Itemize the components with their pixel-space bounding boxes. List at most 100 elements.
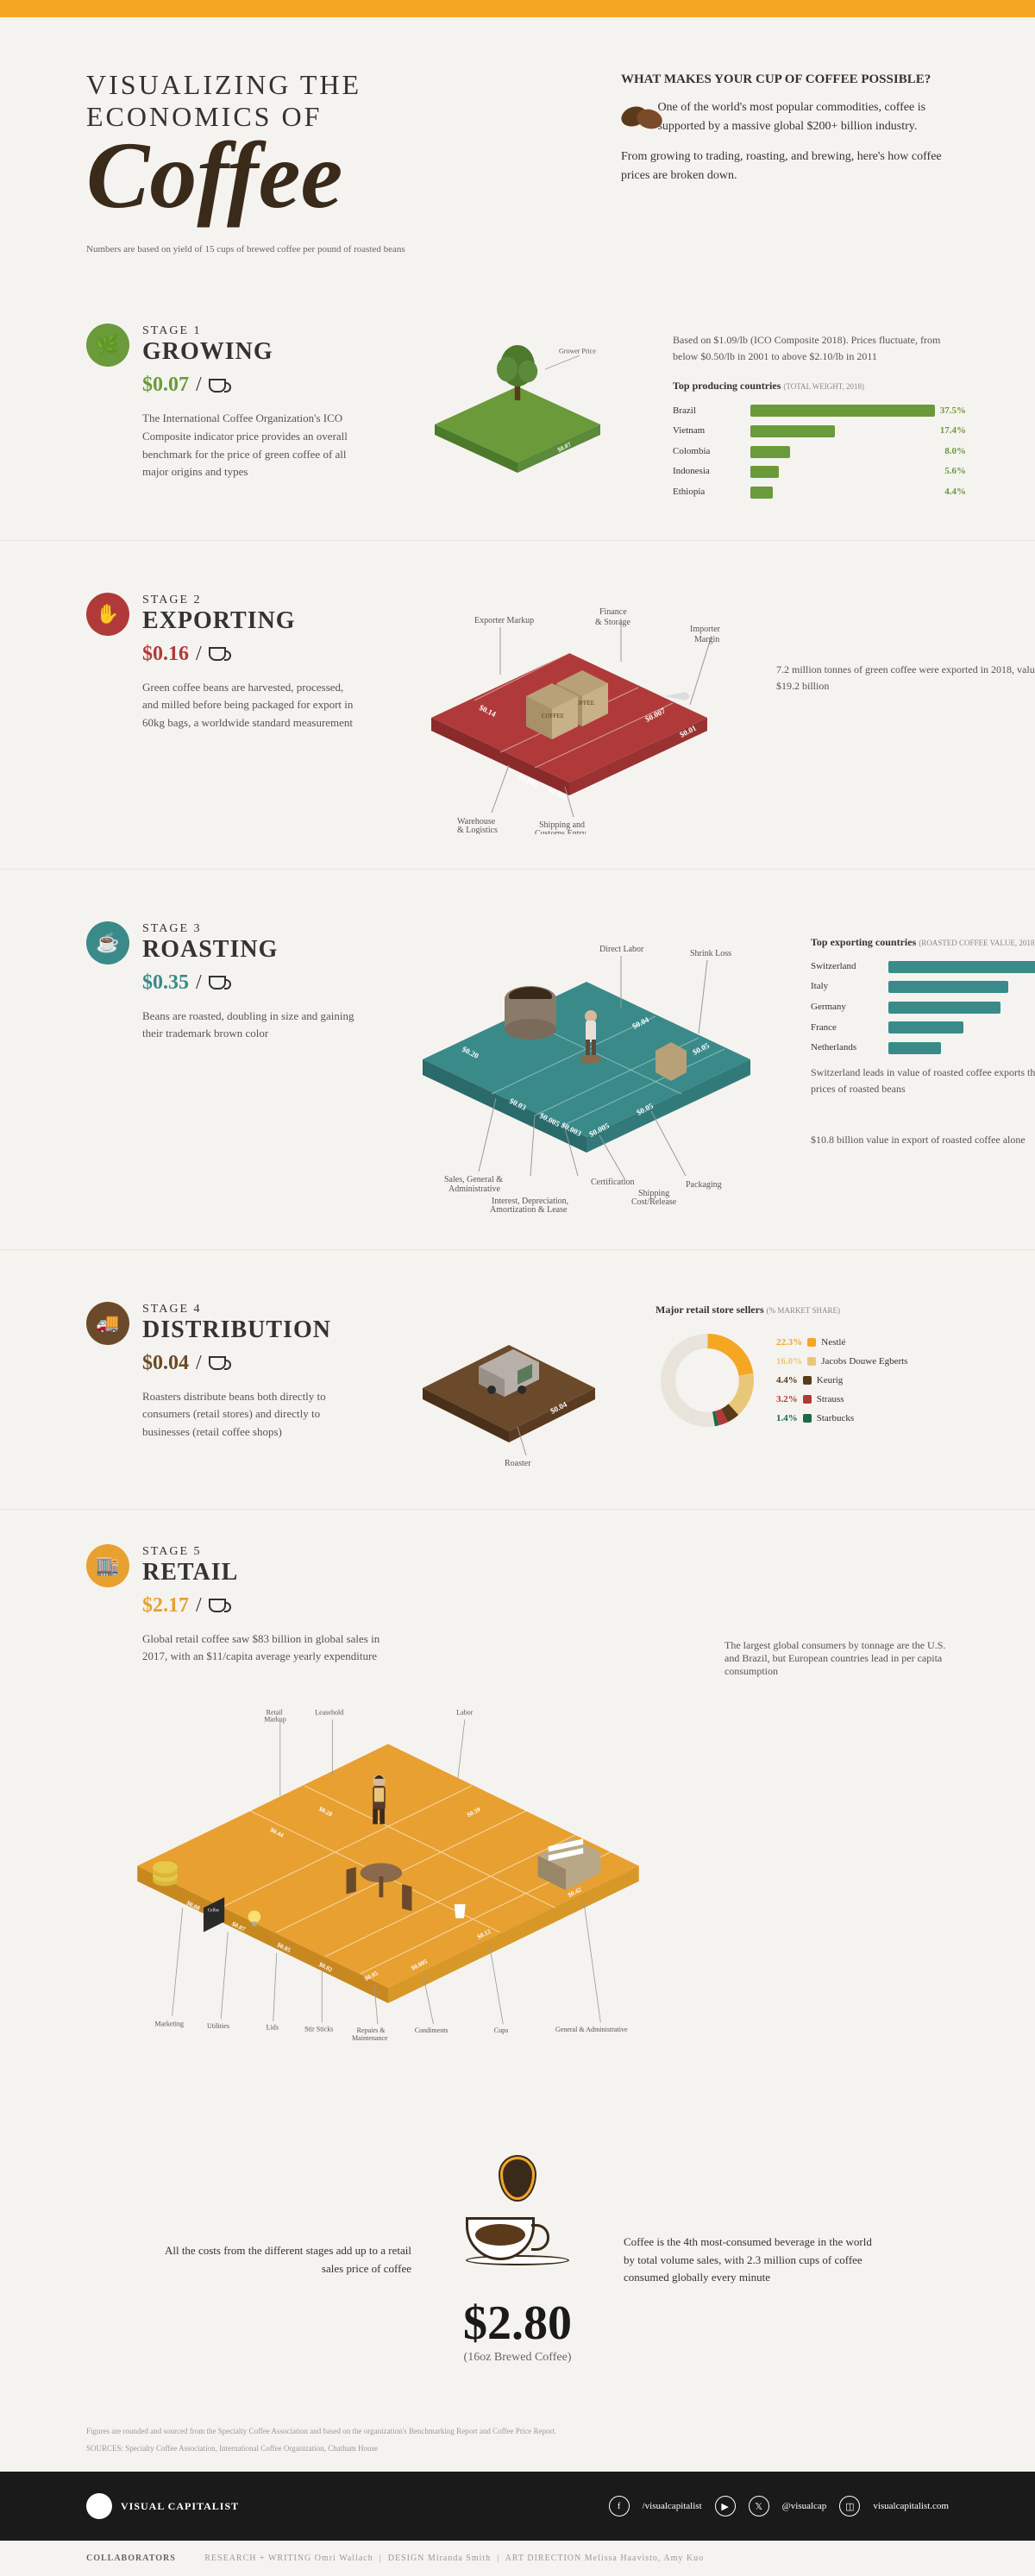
stage3-num: STAGE 3 [142, 922, 278, 936]
svg-text:Packaging: Packaging [686, 1180, 722, 1190]
market-share-donut: 22.3% Nestlé16.0% Jacobs Douwe Egberts4.… [656, 1329, 949, 1432]
roasting-export-note: $10.8 billion value in export of roasted… [811, 1132, 1035, 1148]
stage-retail: 🏬 STAGE 5 RETAIL $2.17 / Global retail c… [0, 1510, 1035, 2114]
svg-text:Finance: Finance [599, 607, 627, 617]
coffee-drop-icon [500, 2157, 535, 2200]
stage1-num: STAGE 1 [142, 324, 273, 338]
coffee-beans-icon [621, 103, 644, 133]
svg-text:Importer: Importer [690, 625, 721, 634]
producing-countries-chart: Top producing countries (TOTAL WEIGHT, 2… [673, 378, 966, 499]
saucer-icon [466, 2255, 569, 2265]
svg-text:Customs Entry: Customs Entry [535, 829, 586, 834]
svg-text:Margin: Margin [694, 635, 719, 644]
svg-text:Shrink Loss: Shrink Loss [690, 949, 731, 958]
svg-text:Condiments: Condiments [415, 2026, 448, 2033]
youtube-icon[interactable]: ▶ [715, 2496, 736, 2516]
svg-text:& Logistics: & Logistics [457, 826, 498, 834]
total-price: $2.80 [463, 2296, 572, 2351]
svg-text:Amortization & Lease: Amortization & Lease [490, 1205, 568, 1215]
intro-p2: From growing to trading, roasting, and b… [621, 148, 949, 186]
cup-icon [209, 647, 226, 661]
export-icon: ✋ [86, 593, 129, 636]
stage4-num: STAGE 4 [142, 1303, 331, 1316]
cup-icon [209, 1599, 226, 1612]
retail-icon: 🏬 [86, 1544, 129, 1587]
exporting-note: 7.2 million tonnes of green coffee were … [776, 662, 1035, 694]
top-accent-bar [0, 0, 1035, 17]
title-line1: VISUALIZING THE [86, 69, 621, 101]
stage2-price: $0.16 [142, 643, 189, 666]
cup-icon [209, 976, 226, 990]
roasting-bar-note: Switzerland leads in value of roasted co… [811, 1065, 1035, 1097]
svg-text:Labor: Labor [456, 1708, 474, 1716]
title-block: VISUALIZING THE ECONOMICS OF Coffee [86, 69, 621, 218]
facebook-icon[interactable]: f [609, 2496, 630, 2516]
stage4-name: DISTRIBUTION [142, 1316, 331, 1344]
svg-text:Direct Labor: Direct Labor [599, 945, 644, 954]
svg-text:Utilities: Utilities [207, 2022, 229, 2030]
svg-text:Lids: Lids [267, 2023, 279, 2031]
svg-text:COFFEE: COFFEE [542, 713, 564, 719]
stage-exporting: ✋ STAGE 2 EXPORTING $0.16 / Green coffee… [0, 541, 1035, 870]
stage2-name: EXPORTING [142, 607, 296, 635]
svg-text:Markup: Markup [264, 1715, 286, 1723]
svg-text:Leasehold: Leasehold [315, 1708, 343, 1716]
distribution-tile: $0.04 RoasterMarkup [397, 1310, 621, 1466]
svg-text:Certification: Certification [591, 1178, 635, 1187]
grower-price-label: Grower Price [559, 348, 596, 355]
stage3-desc: Beans are roasted, doubling in size and … [142, 1008, 362, 1044]
cup-icon [209, 1356, 226, 1370]
growing-note: Based on $1.09/lb (ICO Composite 2018). … [673, 332, 966, 365]
website: visualcapitalist.com [873, 2501, 949, 2511]
fb-handle: /visualcapitalist [643, 2501, 702, 2511]
leaf-icon: 🌿 [86, 324, 129, 367]
intro-p1: One of the world's most popular commodit… [657, 98, 949, 137]
stage-distribution: 🚚 STAGE 4 DISTRIBUTION $0.04 / Roasters … [0, 1250, 1035, 1510]
retail-note: The largest global consumers by tonnage … [724, 1639, 949, 1678]
stage5-price: $2.17 [142, 1594, 189, 1618]
svg-text:Maintenance: Maintenance [352, 2033, 388, 2041]
svg-text:Cost/Release: Cost/Release [631, 1197, 677, 1207]
svg-text:General & Administrative: General & Administrative [555, 2026, 628, 2033]
stage3-name: ROASTING [142, 936, 278, 964]
tw-handle: @visualcap [782, 2501, 827, 2511]
svg-text:Repairs &: Repairs & [357, 2026, 386, 2033]
stage3-price: $0.35 [142, 971, 189, 995]
footer: VISUAL CAPITALIST f /visualcapitalist ▶ … [0, 2472, 1035, 2541]
twitter-icon[interactable]: 𝕏 [749, 2496, 769, 2516]
total-sub: (16oz Brewed Coffee) [463, 2351, 572, 2365]
cup-icon [209, 379, 226, 393]
summary-left: All the costs from the different stages … [153, 2242, 411, 2278]
stage1-desc: The International Coffee Organization's … [142, 410, 362, 481]
yield-note: Numbers are based on yield of 15 cups of… [86, 244, 1035, 254]
roasting-tile: $0.20 $0.04 $0.05 $0.03 $0.005 $0.003 $0… [397, 921, 776, 1215]
svg-text:Administrative: Administrative [448, 1184, 501, 1194]
stage4-price: $0.04 [142, 1352, 189, 1375]
retail-tile: Coffee $0.44 $0.28 $0.59 $0.08 $0.07 $0.… [86, 1695, 690, 2058]
instagram-icon[interactable]: ◫ [839, 2496, 860, 2516]
svg-text:Exporter Markup: Exporter Markup [474, 616, 534, 625]
stage1-name: GROWING [142, 338, 273, 366]
exporting-countries-chart: Top exporting countries (ROASTED COFFEE … [811, 934, 1035, 1098]
stage5-desc: Global retail coffee saw $83 billion in … [142, 1630, 384, 1678]
svg-text:Stir Sticks: Stir Sticks [304, 2025, 333, 2033]
svg-text:Roaster: Roaster [505, 1459, 531, 1466]
intro-block: WHAT MAKES YOUR CUP OF COFFEE POSSIBLE? … [621, 69, 949, 186]
exporting-tile: COFFEE COFFEE $0.14 $0.007 $0.01 $0.002 … [397, 593, 742, 834]
stage-growing: 🌿 STAGE 1 GROWING $0.07 / The Internatio… [0, 272, 1035, 541]
stage-roasting: ☕ STAGE 3 ROASTING $0.35 / Beans are roa… [0, 870, 1035, 1250]
fine-print: Figures are rounded and sourced from the… [0, 2408, 1035, 2472]
header: VISUALIZING THE ECONOMICS OF Coffee WHAT… [0, 17, 1035, 244]
stage5-num: STAGE 5 [142, 1545, 238, 1559]
stage2-num: STAGE 2 [142, 594, 296, 607]
summary-right: Coffee is the 4th most-consumed beverage… [624, 2234, 882, 2287]
growing-tile: $0.07 Grower Price [397, 345, 638, 483]
roasting-icon: ☕ [86, 921, 129, 964]
summary: All the costs from the different stages … [0, 2114, 1035, 2408]
svg-text:Marketing: Marketing [154, 2020, 184, 2027]
svg-text:Sales, General &: Sales, General & [444, 1175, 503, 1184]
intro-question: WHAT MAKES YOUR CUP OF COFFEE POSSIBLE? [621, 69, 949, 90]
svg-text:Coffee: Coffee [208, 1908, 219, 1913]
stage5-name: RETAIL [142, 1559, 238, 1586]
stage4-desc: Roasters distribute beans both directly … [142, 1388, 362, 1442]
